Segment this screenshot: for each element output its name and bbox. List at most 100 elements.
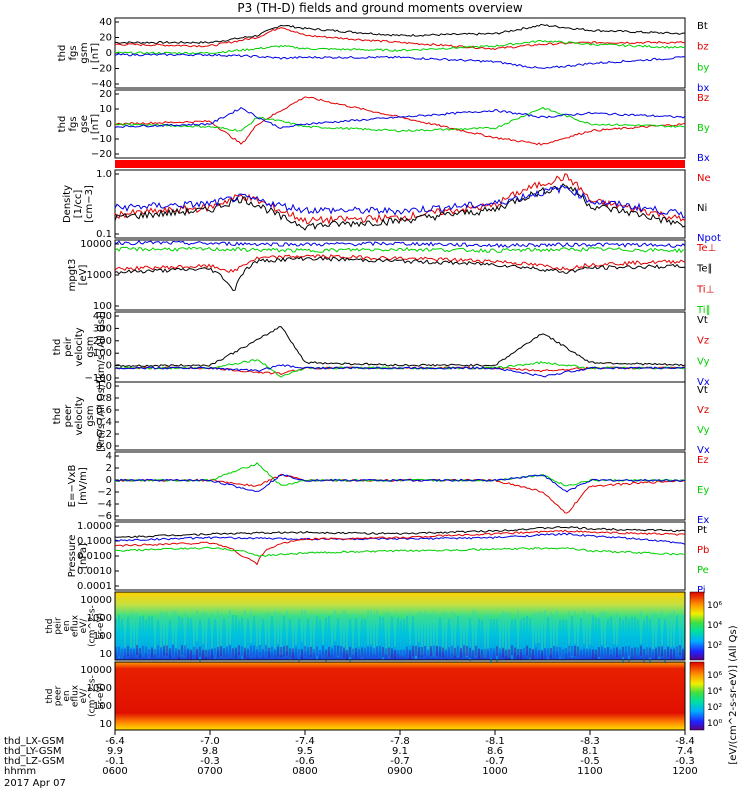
spectrogram-streak [142, 615, 144, 657]
spectrogram-streak [373, 648, 375, 659]
spectrogram-streak [355, 647, 357, 658]
spectrogram-streak [250, 645, 252, 656]
spectrogram-streak [490, 619, 492, 664]
spectrogram-streak [319, 619, 321, 655]
panel-frame [114, 311, 686, 383]
y-tick-label: 0.4 [96, 417, 112, 428]
spectrogram-streak [151, 647, 153, 658]
y-tick-label: −100 [85, 373, 112, 384]
spectrogram-streak [376, 646, 378, 657]
spectrogram-streak [607, 619, 609, 657]
spectrogram-streak [229, 645, 231, 656]
spectrogram-streak [514, 647, 516, 658]
ephemeris-value: 8.6 [487, 746, 503, 757]
series-by [114, 39, 686, 55]
spectrogram-streak [265, 612, 267, 652]
spectrogram-streak [664, 619, 666, 664]
spectrogram-axes-peer-spectrogram: 10000 1000 100 10 thdpeerenefluxeV/(cm^2-s-s… [45, 661, 686, 731]
spectrogram-streak [565, 619, 567, 654]
spectrogram-streak [307, 618, 309, 650]
spectrogram-streak [580, 617, 582, 649]
y-axis-label: [1/cc] [73, 190, 84, 219]
spectrogram-streak [367, 610, 369, 646]
panel-frame [114, 591, 686, 661]
spectrogram-streak [616, 613, 618, 646]
y-axis-label: peer [63, 404, 74, 428]
spectrogram-streak [160, 647, 162, 658]
spectrogram-streak [385, 612, 387, 655]
spectrogram-streak [415, 645, 417, 656]
spectrogram-streak [646, 615, 648, 655]
y-tick-label: 300 [93, 323, 112, 334]
spectrogram-streak [286, 611, 288, 652]
spectrogram-streak [352, 648, 354, 659]
legend-Pe: Pe [697, 565, 709, 576]
spectrogram-streak [595, 649, 597, 660]
spectrogram-streak [520, 619, 522, 653]
spectrogram-streak [328, 646, 330, 657]
spectrogram-streak [256, 649, 258, 660]
series-Ni [114, 183, 686, 231]
spectrogram-streak [400, 649, 402, 660]
spectrogram-streak [190, 649, 192, 660]
spectrogram-streak [619, 617, 621, 655]
spectrogram-streak [211, 612, 213, 650]
spectrogram-streak [472, 649, 474, 660]
spectrogram-streak [679, 614, 681, 653]
colorbar-label: [eV/(cm^2-s-sr-eV)] (All Qs) [728, 625, 739, 764]
ephemeris-value: -0.3 [675, 756, 695, 767]
spectrogram-streak [460, 614, 462, 650]
spectrogram-streak [436, 645, 438, 656]
spectrogram-streak [547, 648, 549, 659]
y-axis-label: thd [52, 408, 63, 425]
spectrogram-streak [523, 617, 525, 655]
legend-Vy: Vy [697, 425, 710, 436]
spectrogram-streak [541, 612, 543, 652]
spectrogram-streak [175, 647, 177, 658]
spectrogram-streak [340, 613, 342, 646]
legend-Bx: Bx [697, 153, 710, 164]
y-axis-label: [nT] [90, 114, 101, 134]
spectrogram-streak [424, 646, 426, 657]
spectrogram-streak [457, 645, 459, 656]
spectrogram-streak [658, 646, 660, 657]
legend-Ey: Ey [697, 485, 709, 496]
spectrogram-streak [421, 612, 423, 656]
spectrogram-streak [139, 647, 141, 658]
y-axis-label: eflux [71, 614, 81, 637]
spectrogram-streak [352, 613, 354, 655]
spectrogram-streak [328, 615, 330, 651]
spectrogram-streak [538, 611, 540, 644]
spectrogram-streak [310, 613, 312, 655]
spectrogram-streak [625, 646, 627, 657]
panel-frame [114, 661, 686, 731]
spectrogram-streak [343, 610, 345, 651]
spectrogram-streak [385, 648, 387, 659]
spectrogram-streak [445, 612, 447, 651]
spectrogram-streak [670, 648, 672, 659]
spectrogram-streak [541, 649, 543, 660]
spectrogram-streak [643, 619, 645, 663]
spectrogram-streak [529, 617, 531, 660]
y-tick-label: −40 [91, 79, 112, 90]
y-tick-label: 0.1000 [77, 536, 112, 547]
spectrogram-streak [406, 646, 408, 657]
spectrogram-streak [196, 649, 198, 660]
spectrogram-streak [646, 647, 648, 658]
legend-Ez: Ez [697, 455, 709, 466]
spectrogram-streak [652, 612, 654, 652]
spectrogram-streak [304, 645, 306, 656]
series-Vt [114, 326, 686, 368]
spectrogram-streak [238, 619, 240, 653]
series-Npot [114, 184, 686, 219]
spectrogram-streak [349, 618, 351, 663]
panel-e-field: 420−2−4−6 E=−VxB [mV/m] Ez Ey Ex [67, 451, 709, 526]
spectrogram-streak [580, 649, 582, 660]
spectrogram-streak [415, 614, 417, 659]
y-axis-label: gse [79, 115, 90, 133]
spectrogram-streak [172, 645, 174, 656]
spectrogram-streak [451, 645, 453, 656]
spectrogram-streak [475, 645, 477, 656]
spectrogram-streak [136, 613, 138, 649]
